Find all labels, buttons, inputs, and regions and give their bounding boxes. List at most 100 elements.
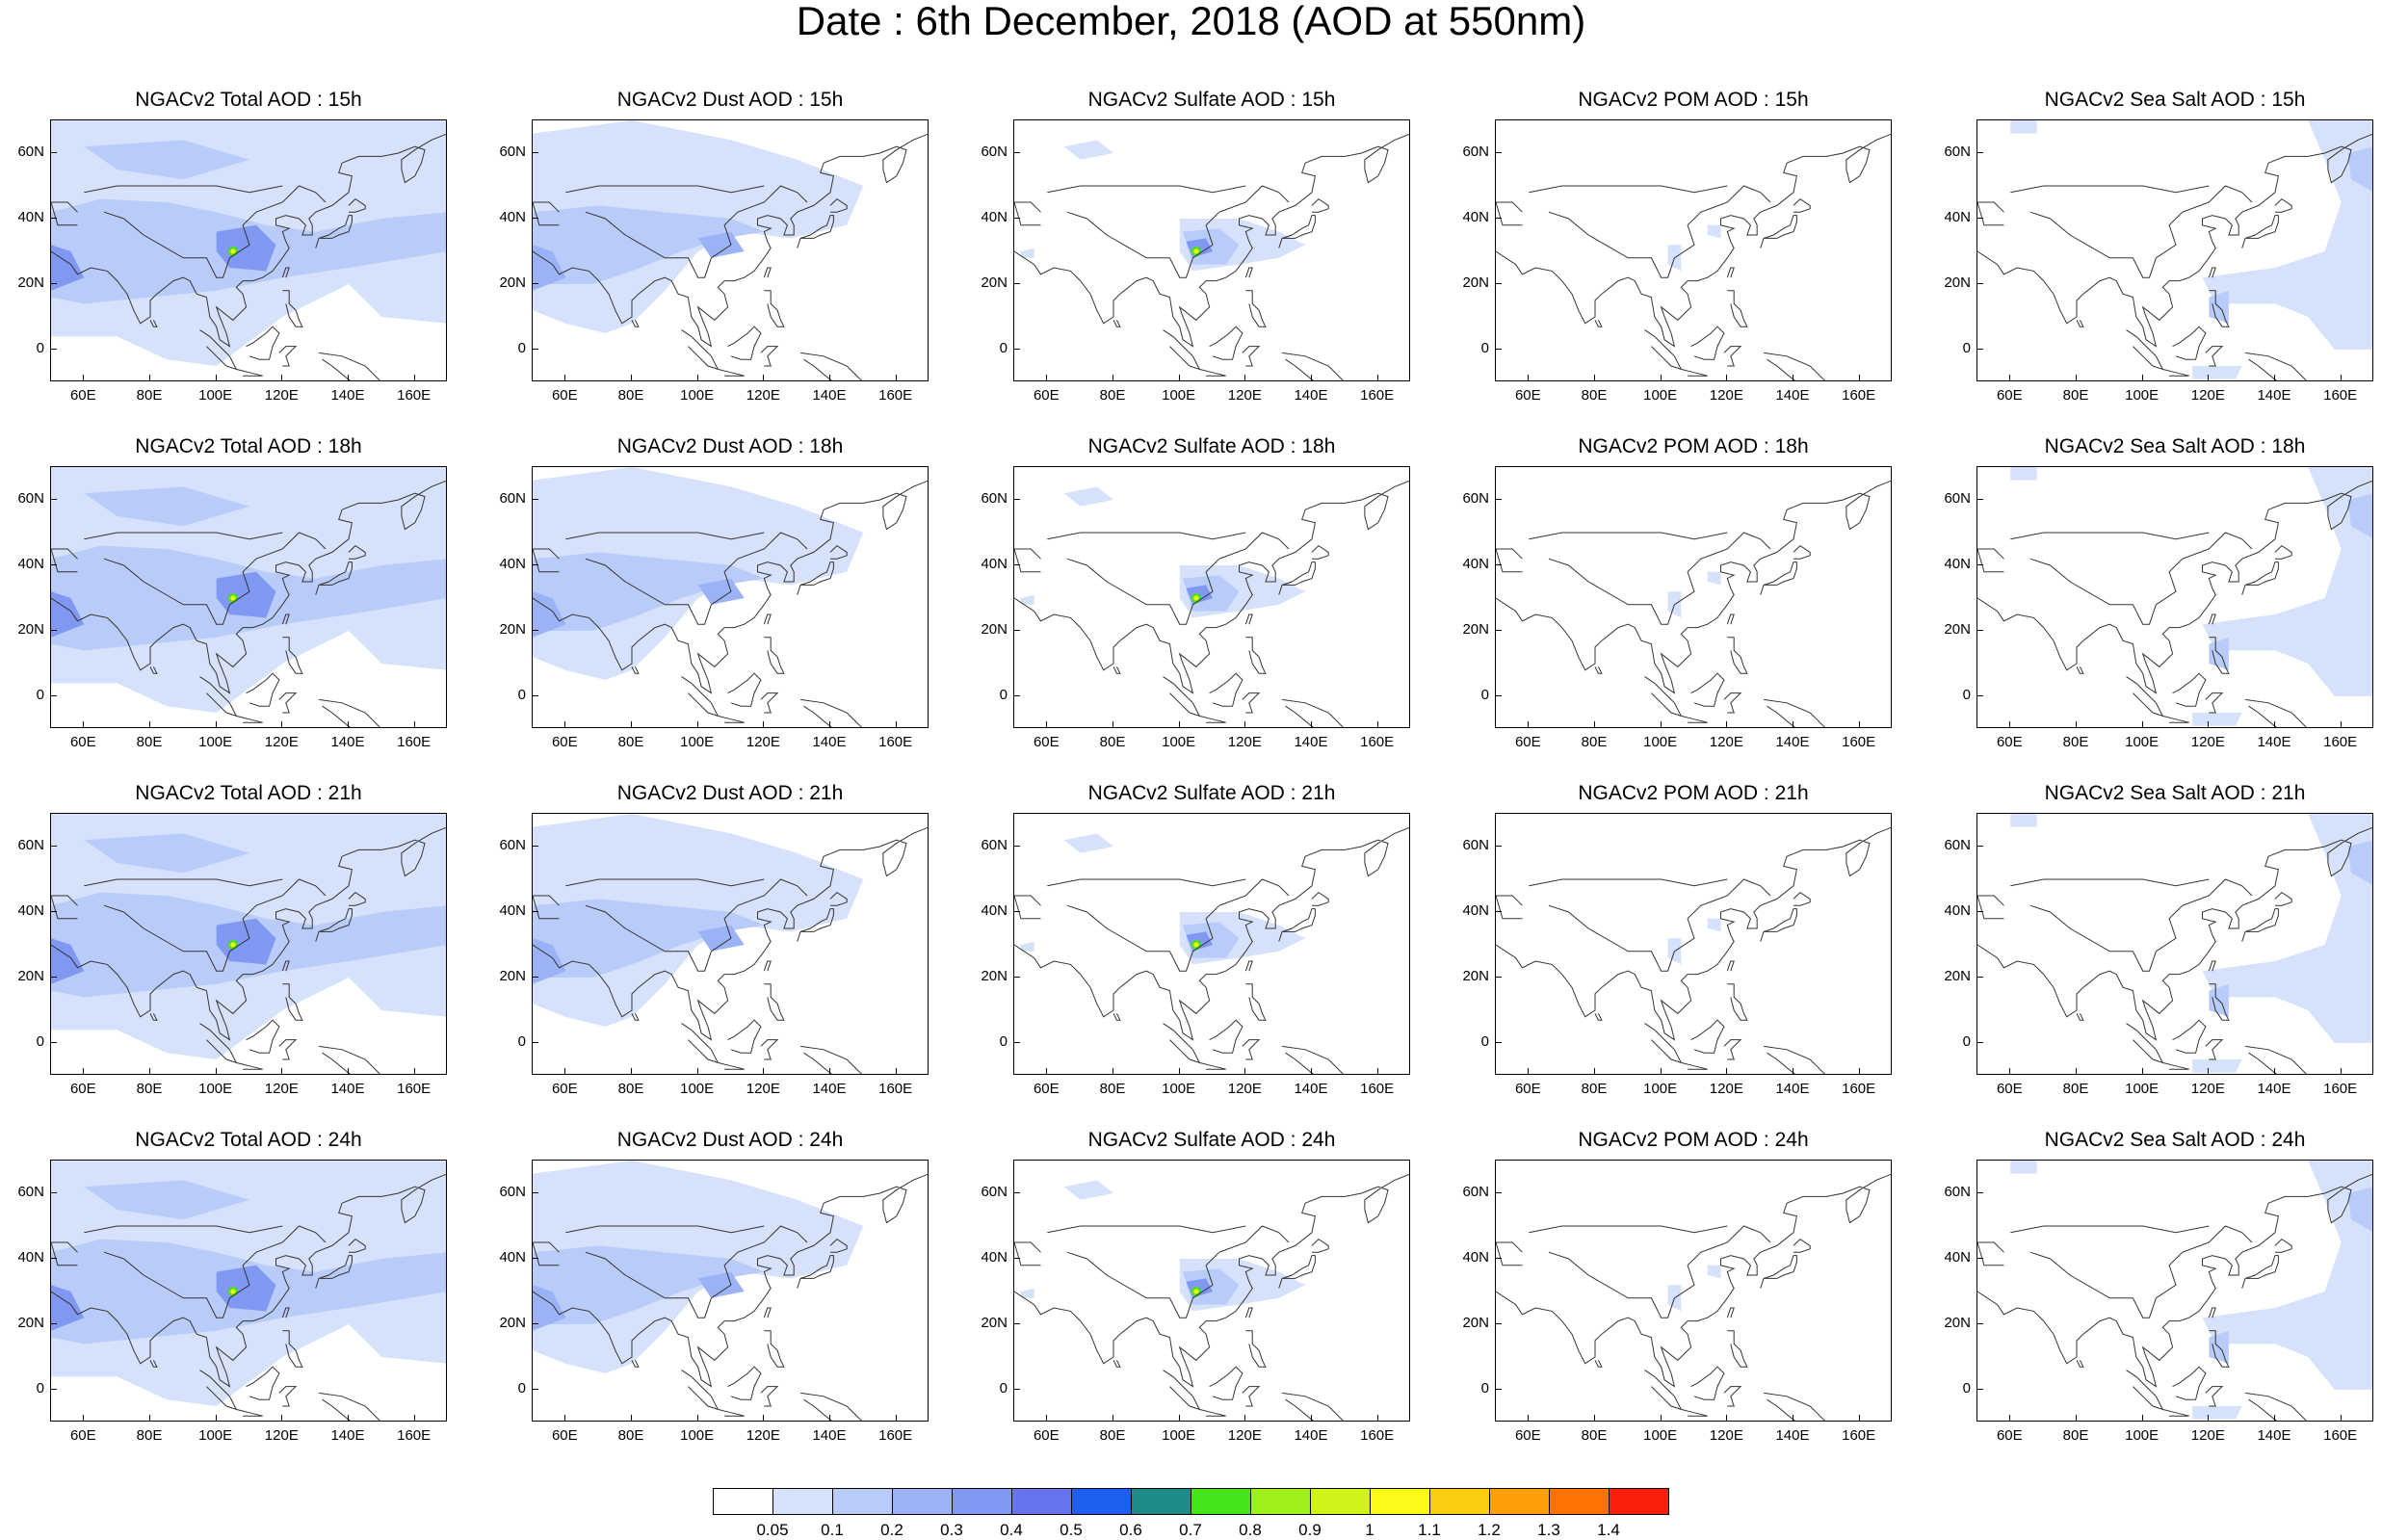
lon-label: 160E [878, 1427, 913, 1444]
lat-tick [532, 1258, 538, 1259]
coastline [1066, 532, 1290, 625]
lon-label: 120E [746, 1427, 780, 1444]
lat-tick [1495, 1323, 1502, 1324]
map-plot-area [1495, 119, 1892, 381]
coastline [1112, 666, 1121, 674]
coastline [84, 878, 283, 887]
aod-field-high [697, 231, 745, 258]
aod-field-mid [2347, 493, 2372, 538]
coastline [51, 201, 78, 226]
lat-label: 0 [1480, 1033, 1489, 1050]
lat-label: 0 [999, 340, 1008, 356]
lon-tick [631, 1068, 632, 1075]
lat-tick [1976, 1192, 1983, 1193]
map-plot-area [1976, 813, 2373, 1075]
colorbar-label: 1.3 [1537, 1521, 1560, 1539]
lon-label: 120E [1227, 1427, 1262, 1444]
coastline [1760, 561, 1797, 595]
lon-label: 160E [1842, 387, 1876, 404]
aod-map [51, 814, 446, 1074]
lon-tick [215, 375, 217, 381]
coastline [51, 548, 78, 573]
map-panel-total-15h: NGACv2 Total AOD : 15h 60N 40N 20N 0 60E 80E 10… [17, 83, 447, 410]
lat-tick [532, 1389, 538, 1390]
aod-field-low [2192, 366, 2242, 379]
lat-tick [50, 499, 57, 500]
coastline [281, 960, 290, 972]
lat-label: 60N [499, 144, 526, 160]
map-plot-area [50, 1160, 447, 1422]
aod-field-low [2192, 1406, 2242, 1420]
lat-tick [1495, 1258, 1502, 1259]
lon-label: 160E [1360, 734, 1395, 750]
coastline [631, 666, 640, 674]
lat-label: 20N [981, 968, 1008, 984]
map-panel-dust-15h: NGACv2 Dust AOD : 15h 60N 40N 20N 0 60E 80E 100… [499, 83, 929, 410]
colorbar-swatch [1549, 1488, 1610, 1515]
lat-label: 40N [17, 902, 44, 919]
lon-tick [1594, 1068, 1595, 1075]
lat-tick [1495, 1192, 1502, 1193]
map-panel-dust-21h: NGACv2 Dust AOD : 21h 60N 40N 20N 0 60E 80E 100… [499, 776, 929, 1104]
lon-label: 140E [1775, 1427, 1810, 1444]
coastline [1244, 267, 1253, 278]
coastline [1644, 676, 1683, 718]
lon-label: 100E [680, 1081, 715, 1097]
lon-tick [1726, 1068, 1728, 1075]
lat-tick [1976, 1389, 1983, 1390]
coastline [631, 1360, 640, 1368]
colorbar-label: 0.2 [880, 1521, 903, 1539]
lat-label: 0 [1480, 687, 1489, 703]
map-plot-area [532, 813, 929, 1075]
lon-label: 120E [264, 1427, 299, 1444]
lat-tick [50, 283, 57, 284]
colorbar-swatch [1489, 1488, 1550, 1515]
lon-label: 100E [198, 734, 233, 750]
lon-label: 140E [330, 1427, 365, 1444]
coastline [1209, 326, 1243, 360]
map-panel-pom-18h: NGACv2 POM AOD : 18h 60N 40N 20N 0 60E 80E 100E… [1462, 430, 1892, 757]
lon-tick [1311, 1415, 1312, 1422]
lat-label: 40N [1462, 209, 1489, 225]
lat-label: 0 [1962, 340, 1971, 356]
lon-tick [1858, 721, 1860, 728]
coastline [348, 891, 366, 906]
coastline [1496, 826, 1891, 1041]
coastline [149, 1013, 158, 1021]
lon-label: 100E [1162, 1081, 1196, 1097]
map-plot-area [50, 466, 447, 728]
colorbar-swatch [832, 1488, 893, 1515]
aod-field-low [2010, 814, 2037, 827]
lat-label: 60N [1462, 837, 1489, 853]
lon-tick [696, 1068, 698, 1075]
coastline [199, 329, 238, 371]
panel-title: NGACv2 POM AOD : 18h [1578, 435, 1809, 457]
coastline [1977, 826, 2372, 1041]
lon-tick [1660, 721, 1662, 728]
coastline [2010, 1225, 2210, 1234]
lon-label: 100E [2125, 1081, 2160, 1097]
aod-field-low [2202, 120, 2372, 350]
lon-tick [1311, 721, 1312, 728]
colorbar-label: 0.05 [756, 1521, 789, 1539]
lon-label: 160E [1360, 387, 1395, 404]
coastline [2208, 960, 2216, 972]
colorbar-swatch [1071, 1488, 1132, 1515]
lon-tick [413, 1415, 415, 1422]
colorbar-label: 0.3 [940, 1521, 963, 1539]
coastline [1726, 960, 1735, 972]
lon-label: 80E [617, 1081, 644, 1097]
coastline [2209, 983, 2230, 1021]
aod-field-mid [84, 140, 249, 180]
map-panel-total-21h: NGACv2 Total AOD : 21h 60N 40N 20N 0 60E 80E 10… [17, 776, 447, 1104]
coastline [1727, 1330, 1748, 1368]
lon-label: 100E [198, 1081, 233, 1097]
aod-field-mid [84, 833, 249, 874]
lon-label: 120E [2190, 734, 2225, 750]
lat-label: 60N [1944, 490, 1971, 507]
lon-tick [1528, 375, 1530, 381]
panel-title: NGACv2 Sea Salt AOD : 15h [2044, 89, 2306, 111]
map-plot-area [1976, 119, 2373, 381]
map-plot-area [1013, 119, 1410, 381]
aod-field-high [216, 224, 276, 272]
